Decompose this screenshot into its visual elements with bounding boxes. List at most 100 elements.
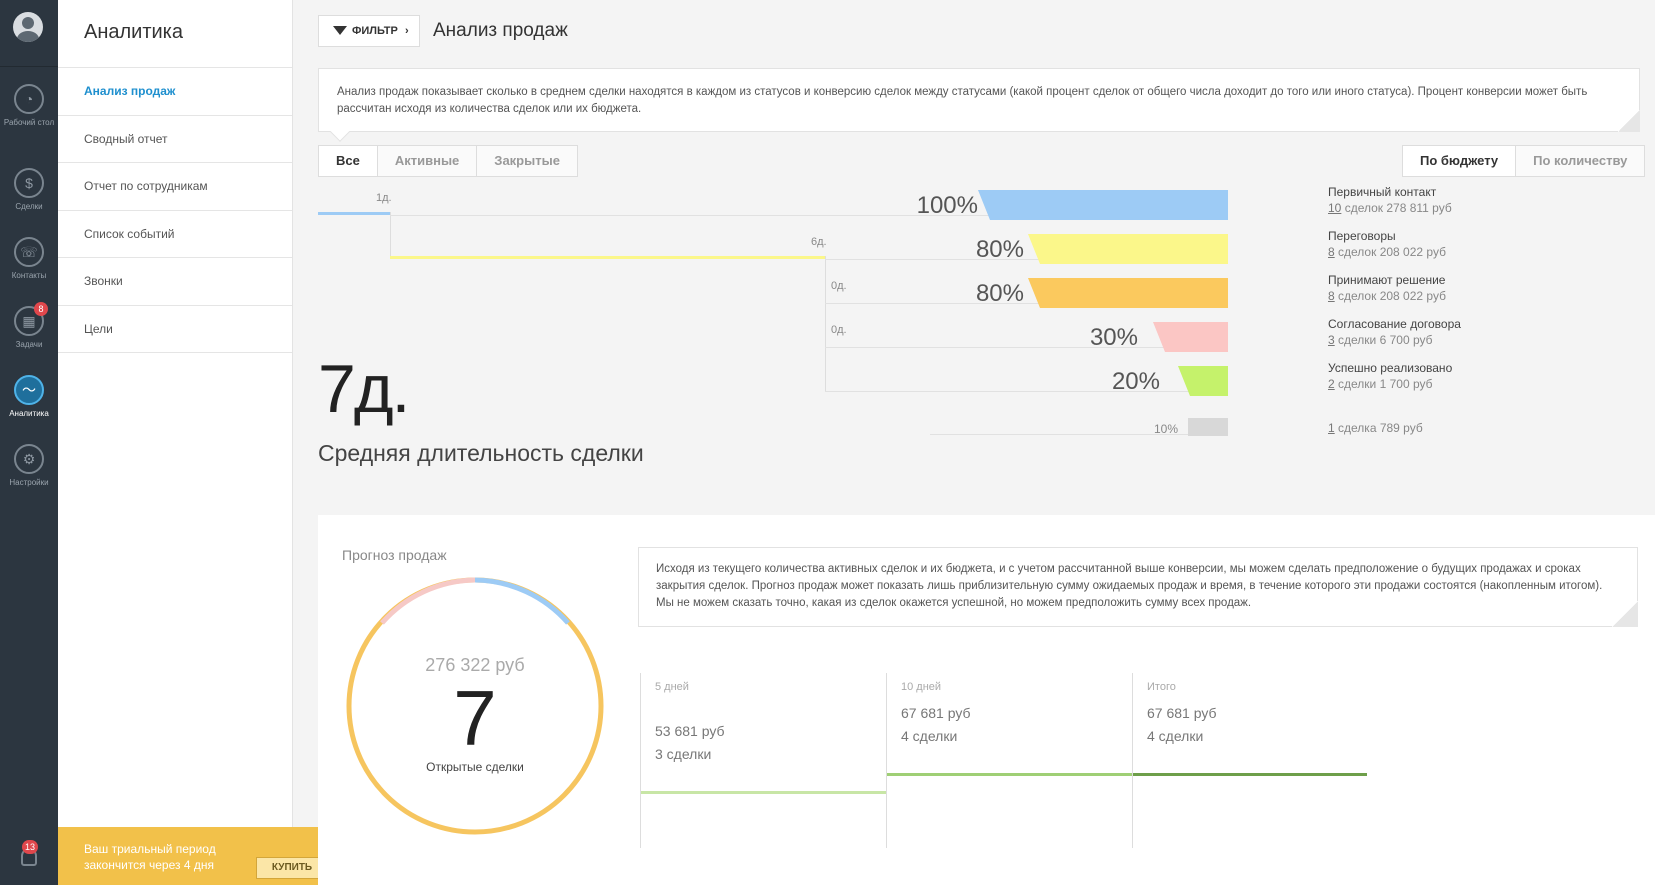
- forecast-column-deals: 3 сделки: [655, 746, 712, 762]
- callout-tick: [330, 122, 350, 142]
- stage-summary: 2 сделки 1 700 руб: [1328, 376, 1452, 392]
- deals-icon: $: [14, 168, 44, 198]
- rail-label: Настройки: [9, 478, 49, 487]
- tab-by-budget[interactable]: По бюджету: [1403, 146, 1517, 176]
- tasks-badge: 8: [34, 302, 48, 316]
- lost-label: 1 сделка 789 руб: [1328, 420, 1423, 436]
- stage-percent: 20%: [1111, 368, 1160, 395]
- rail-label: Аналитика: [9, 409, 49, 418]
- sidebar-item-goals[interactable]: Цели: [58, 306, 292, 353]
- timeline-step: [390, 212, 391, 258]
- day-label: 6д.: [811, 236, 827, 248]
- stage-name: Согласование договора: [1328, 317, 1461, 331]
- stage-count-link[interactable]: 2: [1328, 377, 1335, 391]
- lost-percent: 10%: [1153, 422, 1178, 436]
- sidebar-item-sales-analysis[interactable]: Анализ продаж: [58, 68, 292, 116]
- row-baseline: [825, 347, 1228, 348]
- analytics-icon: 〜: [14, 375, 44, 405]
- forecast-column-amount: 67 681 руб: [901, 705, 971, 721]
- forecast-title: Прогноз продаж: [342, 547, 447, 563]
- stage-count-link[interactable]: 10: [1328, 201, 1342, 215]
- avg-deal-duration-caption: Средняя длительность сделки: [318, 440, 644, 466]
- open-deals-count: 7: [453, 674, 497, 762]
- page-fold-decoration: [1618, 110, 1640, 132]
- tab-by-count[interactable]: По количеству: [1533, 153, 1628, 168]
- filter-funnel-icon: [333, 25, 347, 35]
- trial-text: Ваш триальный период закончится через 4 …: [84, 841, 216, 873]
- stage-bar: [978, 190, 1228, 220]
- row-baseline: [825, 391, 1228, 392]
- stage-count-link[interactable]: 3: [1328, 333, 1335, 347]
- sales-funnel: 1д. 6д. 0д. 0д. 100% Первичный контакт 1…: [318, 185, 1655, 480]
- sidebar-item-calls[interactable]: Звонки: [58, 258, 292, 306]
- stage-summary: 3 сделки 6 700 руб: [1328, 332, 1461, 348]
- stage-summary-text: сделок 208 022 руб: [1334, 289, 1446, 303]
- forecast-amount: 276 322 руб: [425, 655, 525, 675]
- forecast-info-text: Исходя из текущего количества активных с…: [656, 563, 1603, 609]
- forecast-column-header: Итого: [1147, 681, 1176, 693]
- contacts-icon: ☏: [14, 237, 44, 267]
- forecast-level-line: [641, 791, 887, 794]
- dashboard-icon: ◔: [14, 84, 44, 114]
- rail-item-settings[interactable]: ⚙ Настройки: [0, 444, 58, 508]
- filter-button[interactable]: ФИЛЬТР ›: [318, 15, 420, 47]
- stage-percent: 100%: [916, 192, 978, 219]
- forecast-column: 10 дней 67 681 руб 4 сделки: [886, 673, 1133, 848]
- sidebar-item-summary-report[interactable]: Сводный отчет: [58, 116, 292, 163]
- day-label: 1д.: [376, 192, 392, 204]
- page-title: Анализ продаж: [433, 20, 568, 41]
- forecast-column-deals: 4 сделки: [901, 728, 958, 744]
- user-avatar[interactable]: [13, 12, 43, 42]
- lost-count-link[interactable]: 1: [1328, 421, 1335, 435]
- forecast-info: Исходя из текущего количества активных с…: [638, 547, 1638, 627]
- stage-bar: [1153, 322, 1228, 352]
- stage-summary: 10 сделок 278 811 руб: [1328, 200, 1452, 216]
- rail-item-contacts[interactable]: ☏ Контакты: [0, 237, 58, 301]
- trial-banner: Ваш триальный период закончится через 4 …: [58, 827, 338, 885]
- tab-all[interactable]: Все: [319, 146, 378, 176]
- stage-summary-text: сделки 6 700 руб: [1334, 333, 1433, 347]
- analytics-sidebar: Аналитика Анализ продаж Сводный отчет От…: [58, 0, 293, 885]
- forecast-column-amount: 53 681 руб: [655, 723, 725, 739]
- trial-text-line2: закончится через 4 дня: [84, 858, 214, 872]
- donut-segment-pink: [380, 577, 476, 625]
- main-content: ФИЛЬТР › Анализ продаж Анализ продаж пок…: [318, 0, 1655, 885]
- donut-segment-blue: [474, 577, 570, 625]
- rail-label: Рабочий стол: [3, 118, 55, 127]
- lost-summary: 1 сделка 789 руб: [1328, 420, 1423, 436]
- stage-label: Переговоры 8 сделок 208 022 руб: [1328, 228, 1446, 260]
- row-baseline: [825, 303, 1228, 304]
- tab-active[interactable]: Активные: [378, 146, 478, 176]
- sidebar-item-events[interactable]: Список событий: [58, 211, 292, 258]
- notifications-button[interactable]: 13: [16, 840, 42, 868]
- stage-name: Успешно реализовано: [1328, 361, 1453, 375]
- rail-item-deals[interactable]: $ Сделки: [0, 168, 58, 232]
- rail-divider: [0, 66, 58, 67]
- forecast-column: 5 дней 53 681 руб 3 сделки: [640, 673, 887, 848]
- page-fold-decoration: [1612, 601, 1638, 627]
- notifications-badge: 13: [22, 840, 39, 854]
- rail-item-analytics[interactable]: 〜 Аналитика: [0, 375, 58, 439]
- row-baseline: [390, 215, 1228, 216]
- tab-closed[interactable]: Закрытые: [494, 153, 560, 168]
- stage-bar: [1028, 278, 1228, 308]
- timeline-segment-2: [390, 256, 825, 259]
- sidebar-item-employee-report[interactable]: Отчет по сотрудникам: [58, 163, 292, 211]
- stage-count-link[interactable]: 8: [1328, 289, 1335, 303]
- timeline-step: [825, 256, 826, 392]
- stage-bar: [1028, 234, 1228, 264]
- settings-icon: ⚙: [14, 444, 44, 474]
- stage-count-link[interactable]: 8: [1328, 245, 1335, 259]
- open-deals-label: Открытые сделки: [426, 760, 524, 774]
- trial-text-line1: Ваш триальный период: [84, 842, 216, 856]
- sidebar-title: Аналитика: [58, 0, 292, 68]
- stage-summary: 8 сделок 208 022 руб: [1328, 288, 1446, 304]
- timeline-segment-1: [318, 212, 390, 215]
- tasks-icon: ▦: [14, 306, 44, 336]
- stage-label: Принимают решение 8 сделок 208 022 руб: [1328, 272, 1446, 304]
- rail-item-tasks[interactable]: ▦ 8 Задачи: [0, 302, 58, 370]
- day-label: 0д.: [831, 324, 847, 336]
- stage-name: Переговоры: [1328, 229, 1396, 243]
- rail-item-dashboard[interactable]: ◔ Рабочий стол: [0, 84, 58, 148]
- day-label: 0д.: [831, 280, 847, 292]
